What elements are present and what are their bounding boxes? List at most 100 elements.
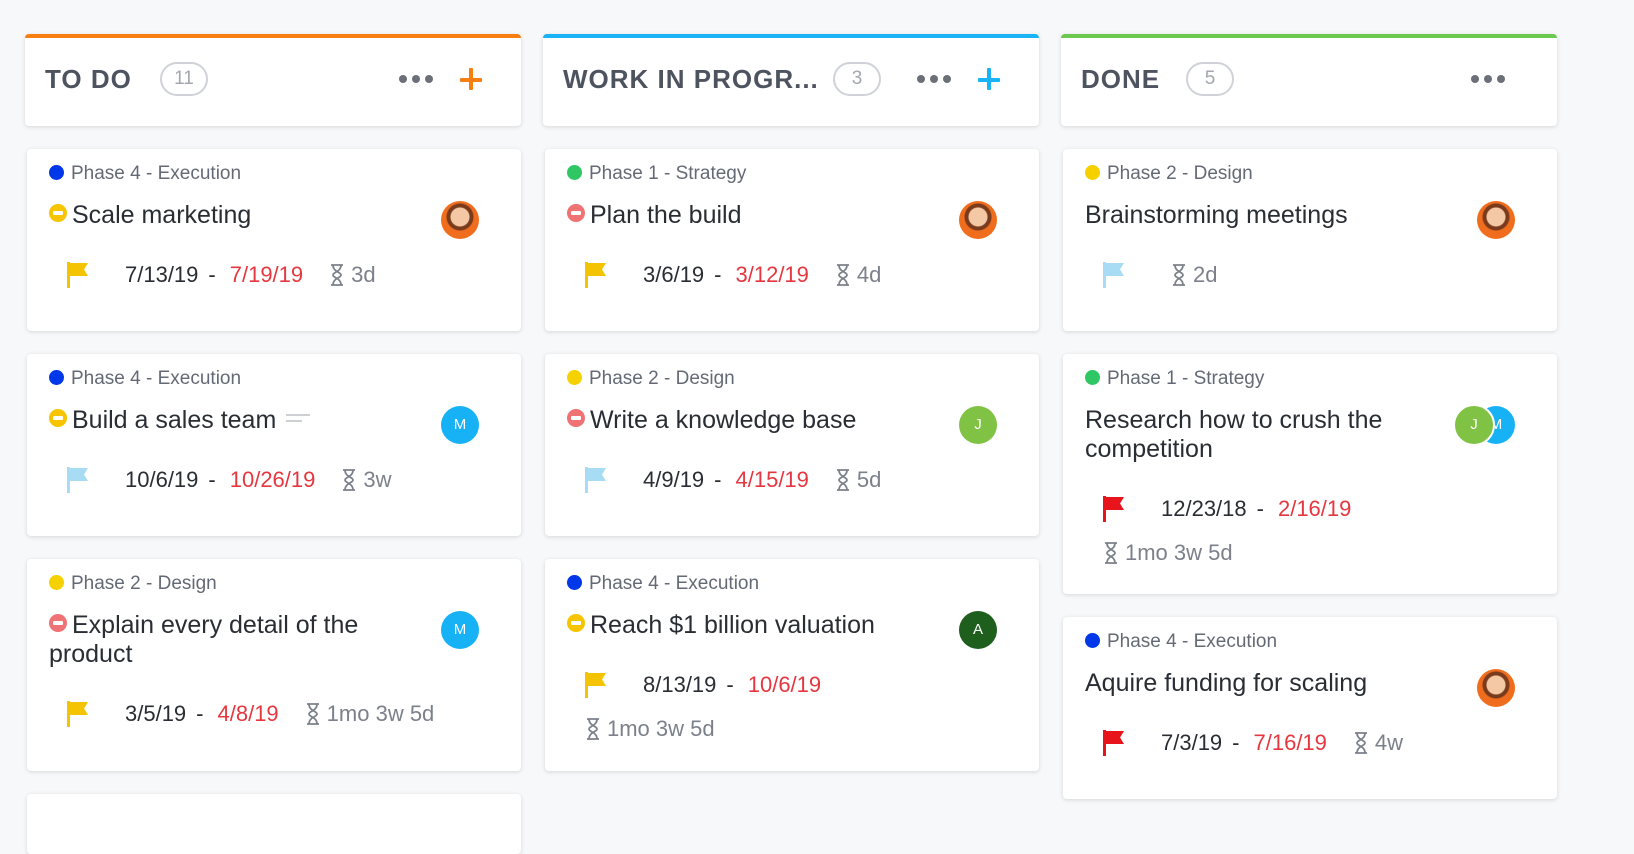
priority-flag-icon[interactable] — [1103, 730, 1125, 756]
column-title: DONE — [1081, 64, 1161, 94]
due-date[interactable]: 3/12/19 — [735, 262, 809, 287]
time-estimate[interactable]: 1mo 3w 5d — [607, 716, 715, 741]
phase-label: Phase 1 - Strategy — [567, 163, 746, 185]
task-title[interactable]: Plan the build — [567, 201, 937, 230]
start-date[interactable]: 10/6/19 — [125, 467, 199, 492]
assignee-avatar[interactable] — [959, 201, 997, 239]
due-date[interactable]: 7/19/19 — [229, 262, 304, 287]
due-date[interactable]: 4/15/19 — [735, 467, 809, 492]
task-title[interactable]: Reach $1 billion valuation — [567, 611, 937, 640]
more-options-icon[interactable] — [917, 75, 951, 83]
time-estimate[interactable]: 5d — [856, 467, 882, 492]
task-title[interactable]: Brainstorming meetings — [1085, 201, 1348, 229]
status-icon[interactable] — [49, 614, 67, 632]
start-date[interactable]: 3/5/19 — [125, 701, 187, 726]
task-card[interactable]: Phase 1 - Strategy Plan the build 3/6/19… — [545, 149, 1039, 331]
status-icon[interactable] — [49, 409, 67, 427]
start-date[interactable]: 7/3/19 — [1161, 730, 1223, 755]
time-estimate[interactable]: 1mo 3w 5d — [1125, 540, 1233, 565]
phase-label: Phase 4 - Execution — [49, 163, 241, 185]
hourglass-icon — [1173, 264, 1185, 286]
due-date[interactable]: 7/16/19 — [1253, 730, 1327, 755]
task-count-badge: 3 — [833, 62, 881, 96]
column-title: TO DO — [45, 64, 132, 94]
start-date[interactable]: 4/9/19 — [643, 467, 705, 492]
hourglass-icon — [306, 703, 319, 725]
priority-flag-icon[interactable] — [1103, 262, 1125, 288]
more-options-icon[interactable] — [399, 75, 433, 83]
start-date[interactable]: 12/23/18 — [1161, 496, 1247, 521]
column-header: WORK IN PROGR... 3 — [543, 34, 1039, 126]
more-options-icon[interactable] — [1471, 75, 1505, 83]
assignee-avatar[interactable] — [1477, 669, 1515, 707]
task-card[interactable]: Phase 2 - Design Write a knowledge base … — [545, 354, 1039, 536]
status-icon[interactable] — [567, 614, 585, 632]
status-icon[interactable] — [567, 204, 585, 222]
priority-flag-icon[interactable] — [67, 467, 89, 493]
assignee-avatar[interactable] — [441, 201, 479, 239]
status-icon[interactable] — [567, 409, 585, 427]
description-icon — [286, 412, 311, 426]
task-card[interactable]: Phase 2 - Design Brainstorming meetings … — [1063, 149, 1557, 331]
phase-dot-icon — [49, 165, 64, 180]
priority-flag-icon[interactable] — [585, 672, 607, 698]
task-meta-row: 12/23/18 - 2/16/19 — [1103, 494, 1377, 524]
time-estimate[interactable]: 1mo 3w 5d — [326, 701, 435, 726]
time-estimate[interactable]: 3w — [363, 467, 392, 492]
assignee-avatar[interactable]: M — [441, 406, 479, 444]
priority-flag-icon[interactable] — [1103, 496, 1125, 522]
due-date[interactable]: 10/26/19 — [229, 467, 316, 492]
task-count-badge: 11 — [160, 62, 208, 96]
task-meta-row: 3/5/19 - 4/8/19 1mo 3w 5d — [67, 699, 434, 729]
assignee-avatar[interactable]: J — [1453, 404, 1495, 446]
task-title[interactable]: Build a sales team — [49, 406, 419, 435]
priority-flag-icon[interactable] — [585, 262, 607, 288]
add-task-icon[interactable] — [974, 62, 1004, 96]
priority-flag-icon[interactable] — [67, 701, 89, 727]
start-date[interactable]: 7/13/19 — [125, 262, 199, 287]
task-title[interactable]: Aquire funding for scaling — [1085, 669, 1368, 697]
task-title[interactable]: Scale marketing — [49, 201, 419, 230]
add-task-icon[interactable] — [456, 62, 486, 96]
task-card[interactable]: Phase 4 - Execution Scale marketing 7/13… — [27, 149, 521, 331]
priority-flag-icon[interactable] — [585, 467, 607, 493]
hourglass-icon — [587, 718, 599, 740]
task-card[interactable]: Phase 4 - Execution Reach $1 billion val… — [545, 559, 1039, 771]
assignee-avatar[interactable]: M — [441, 611, 479, 649]
due-date[interactable]: 4/8/19 — [217, 701, 279, 726]
due-date[interactable]: 2/16/19 — [1277, 496, 1352, 521]
assignee-avatar[interactable] — [1477, 201, 1515, 239]
task-meta-row: 8/13/19 - 10/6/19 — [585, 670, 847, 700]
hourglass-icon — [331, 264, 344, 286]
time-estimate[interactable]: 3d — [351, 262, 376, 287]
phase-dot-icon — [567, 165, 582, 180]
time-estimate[interactable]: 2d — [1193, 262, 1218, 287]
task-card[interactable]: Phase 2 - Design Explain every detail of… — [27, 559, 521, 771]
time-estimate[interactable]: 4w — [1374, 730, 1404, 755]
start-date[interactable]: 3/6/19 — [643, 262, 705, 287]
priority-flag-icon[interactable] — [67, 262, 89, 288]
task-card[interactable]: Phase 4 - Execution Build a sales team M… — [27, 354, 521, 536]
column-header: DONE 5 — [1061, 34, 1557, 126]
phase-label: Phase 1 - Strategy — [1085, 368, 1264, 390]
task-title[interactable]: Research how to crush the competition — [1085, 406, 1383, 463]
task-meta-row: 10/6/19 - 10/26/19 3w — [67, 465, 392, 495]
hourglass-icon — [1105, 542, 1117, 564]
task-meta-row: 1mo 3w 5d — [1103, 538, 1233, 568]
status-icon[interactable] — [49, 204, 67, 222]
column-title: WORK IN PROGR... — [563, 64, 819, 94]
task-title[interactable]: Explain every detail of the product — [49, 611, 359, 668]
task-title[interactable]: Write a knowledge base — [567, 406, 937, 435]
assignee-avatar[interactable]: A — [959, 611, 997, 649]
start-date[interactable]: 8/13/19 — [643, 672, 717, 697]
task-card[interactable]: Phase 1 - Strategy Research how to crush… — [1063, 354, 1557, 594]
phase-label: Phase 2 - Design — [567, 368, 735, 390]
task-card[interactable]: Phase 4 - Execution Aquire funding for s… — [1063, 617, 1557, 799]
column-header: TO DO 11 — [25, 34, 521, 126]
task-card-partial[interactable] — [27, 794, 521, 854]
assignee-avatar[interactable]: J — [959, 406, 997, 444]
due-date[interactable]: 10/6/19 — [747, 672, 822, 697]
time-estimate[interactable]: 4d — [856, 262, 882, 287]
task-meta-row: 4/9/19 - 4/15/19 5d — [585, 465, 881, 495]
phase-dot-icon — [567, 575, 582, 590]
